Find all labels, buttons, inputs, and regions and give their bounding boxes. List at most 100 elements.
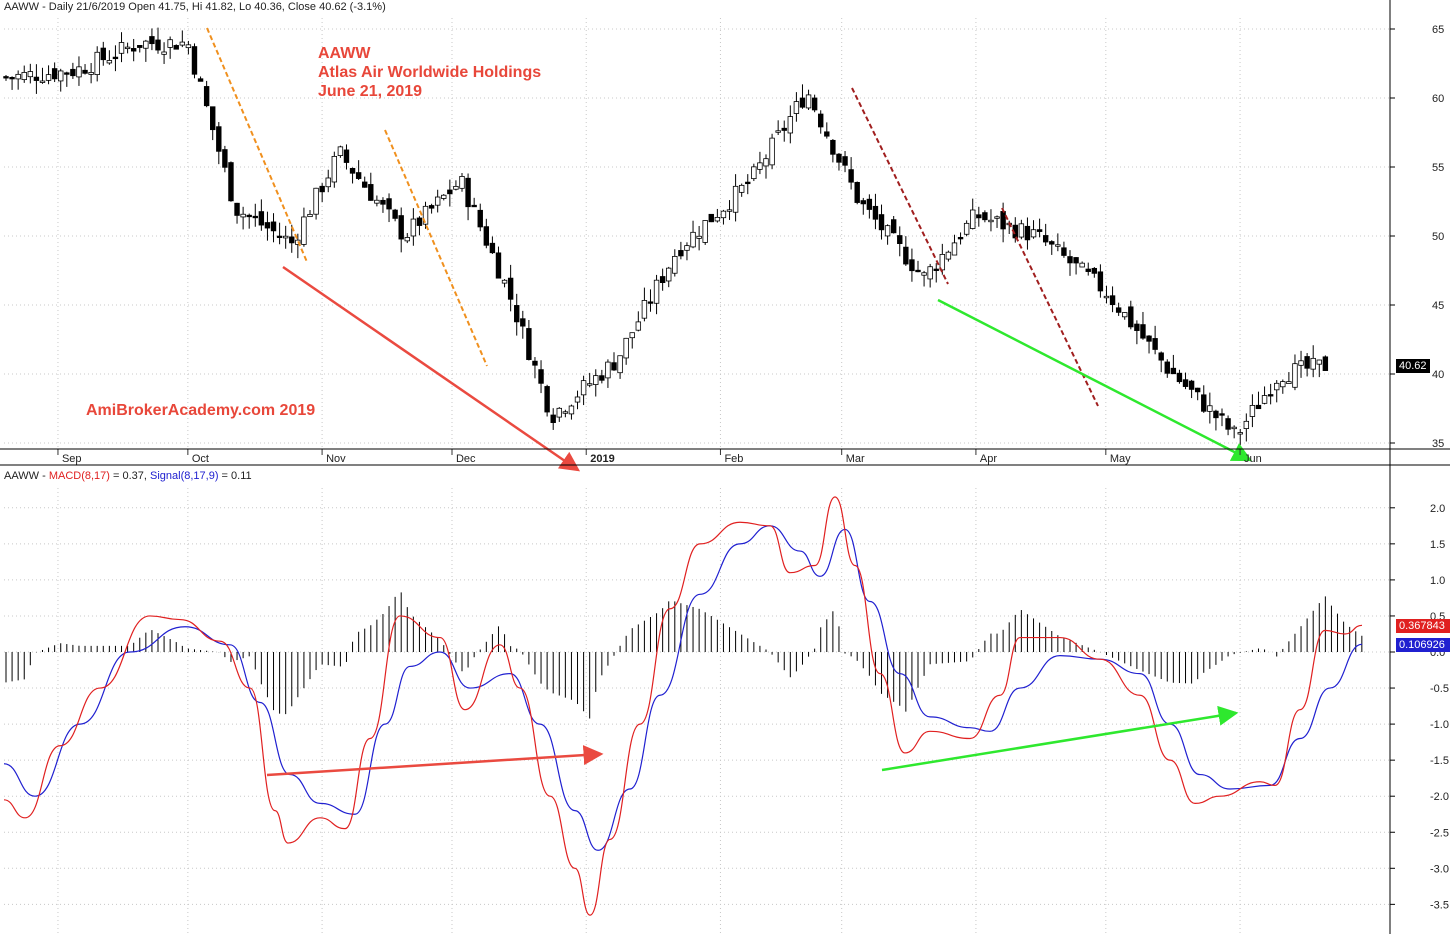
candle-body (9, 77, 15, 80)
candle-body (325, 177, 331, 188)
candle-body (890, 219, 897, 234)
candle-body (51, 68, 58, 80)
candle-body (21, 72, 27, 81)
candle-body (307, 213, 313, 218)
signal-last-tag: 0.106926 (1396, 638, 1450, 652)
candle-body (495, 252, 502, 279)
candle-body (824, 131, 830, 137)
candle-body (410, 218, 417, 237)
macd-arrow-red (266, 745, 604, 777)
candle-body (666, 267, 672, 282)
dashed-trend-line (384, 129, 488, 367)
candle-body (222, 149, 228, 168)
candle-body (1097, 271, 1104, 292)
candle-body (355, 172, 362, 179)
candle-body (842, 156, 848, 166)
candle-body (751, 166, 757, 180)
candle-body (331, 156, 338, 183)
candle-body (702, 220, 708, 243)
candle-body (197, 78, 204, 82)
signal-line (3, 525, 1363, 851)
candle-body (1024, 225, 1031, 241)
candle-body (1304, 356, 1310, 369)
candle-body (507, 277, 514, 300)
candle-body (143, 40, 149, 49)
candle-body (605, 361, 611, 379)
macd-pane: -3.5-3.0-2.5-2.0-1.5-1.0-0.50.00.51.01.5… (3, 496, 1449, 916)
candle-body (1261, 395, 1268, 404)
candle-body (805, 94, 812, 109)
candle-body (1298, 360, 1304, 366)
candle-body (45, 74, 52, 81)
candle-body (769, 137, 775, 166)
candle-body (550, 414, 556, 423)
x-tick-label: May (1110, 453, 1131, 465)
trend-lines (206, 27, 1253, 472)
price-y-tick-label: 40 (1432, 369, 1444, 381)
candle-body (945, 251, 952, 260)
price-y-tick-label: 45 (1432, 300, 1444, 312)
annotation-ticker: AAWW (318, 45, 371, 62)
candle-body (738, 184, 745, 193)
candle-body (1079, 262, 1085, 268)
candle-body (544, 386, 550, 413)
candle-body (228, 162, 234, 202)
watermark: AmiBrokerAcademy.com 2019 (86, 402, 316, 419)
candle-body (39, 80, 46, 83)
candle-body (258, 211, 265, 226)
candle-body (775, 130, 781, 133)
macd-label: MACD(8,17) (48, 470, 110, 482)
candle-body (246, 214, 252, 218)
candle-body (1292, 363, 1298, 388)
dashed-trend-line (851, 87, 949, 285)
x-tick-label: Apr (980, 453, 997, 465)
candle-body (568, 405, 575, 415)
candle-body (1103, 295, 1110, 299)
candle-body (1310, 357, 1316, 370)
candle-body (301, 216, 307, 245)
candle-body (137, 45, 143, 48)
candle-body (562, 411, 569, 414)
candle-body (1115, 307, 1122, 313)
candle-body (611, 362, 617, 371)
candle-body (112, 56, 119, 60)
candle-body (580, 380, 587, 396)
candle-body (483, 226, 490, 246)
candle-body (392, 209, 398, 219)
macd-y-tick-label: -2.0 (1430, 791, 1449, 803)
macd-line (3, 496, 1363, 916)
x-tick-label: 2019 (590, 453, 614, 465)
candle-body (270, 221, 277, 232)
candle-body (106, 60, 113, 64)
candle-body (921, 272, 927, 276)
candle-body (599, 375, 605, 381)
candle-body (781, 127, 787, 131)
signal-value: = 0.11 (218, 470, 252, 482)
candle-body (757, 162, 763, 170)
candle-body (1231, 426, 1237, 430)
candle-body (1152, 338, 1158, 350)
candle-body (1194, 387, 1201, 393)
candle-body (337, 146, 344, 156)
candle-body (1128, 306, 1134, 328)
candle-body (1140, 324, 1146, 339)
candle-body (447, 189, 453, 195)
candle-body (234, 202, 240, 216)
candle-body (915, 269, 921, 273)
candle-body (422, 205, 429, 225)
candle-body (82, 69, 88, 74)
candle-body (416, 217, 423, 226)
candle-body (1158, 352, 1164, 361)
candle-body (860, 200, 866, 205)
candle-body (179, 41, 186, 46)
candle-body (714, 216, 721, 222)
candle-body (799, 97, 806, 108)
candle-body (1085, 268, 1091, 272)
candle-body (690, 231, 696, 248)
candle-body (1182, 379, 1189, 387)
candle-body (216, 126, 222, 152)
candle-body (240, 213, 246, 218)
candle-body (635, 321, 642, 331)
